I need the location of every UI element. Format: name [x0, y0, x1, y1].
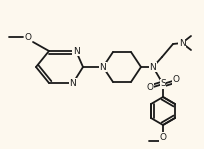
Text: O: O — [146, 83, 153, 93]
Text: N: N — [73, 46, 79, 55]
Text: N: N — [179, 38, 185, 48]
Text: N: N — [70, 79, 76, 87]
Text: S: S — [160, 80, 166, 89]
Text: O: O — [160, 132, 166, 142]
Text: O: O — [173, 76, 180, 84]
Text: N: N — [100, 62, 106, 72]
Text: O: O — [24, 32, 31, 42]
Text: N: N — [150, 62, 156, 72]
